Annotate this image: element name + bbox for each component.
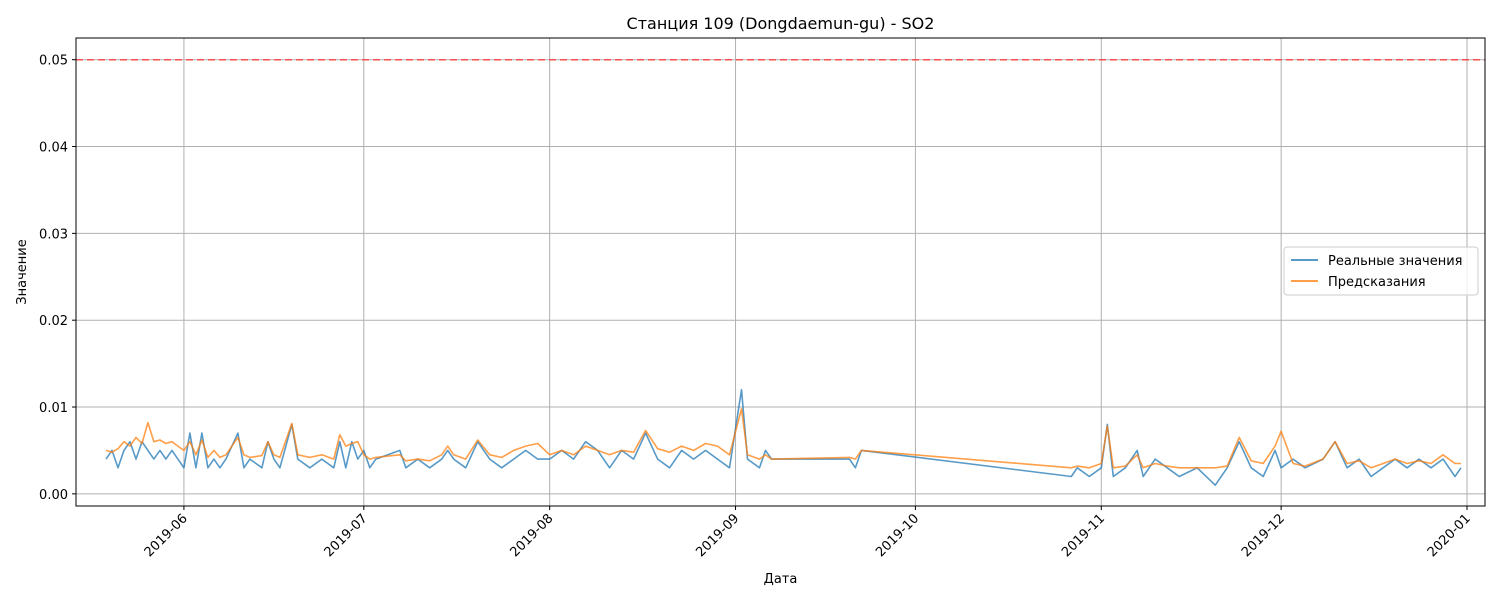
y-tick-label: 0.01 <box>39 401 68 416</box>
y-axis-ticks: 0.00 0.01 0.02 0.03 0.04 0.05 <box>39 54 76 503</box>
y-tick-label: 0.03 <box>39 227 68 242</box>
y-axis-title: Значение <box>15 239 30 304</box>
legend-label-real: Реальные значения <box>1328 254 1463 269</box>
x-axis-title: Дата <box>764 572 798 587</box>
chart-title: Станция 109 (Dongdaemun-gu) - SO2 <box>627 14 935 33</box>
y-tick-label: 0.02 <box>39 314 68 329</box>
y-tick-label: 0.05 <box>39 54 68 69</box>
y-tick-label: 0.00 <box>39 488 68 503</box>
series-group <box>105 388 1462 487</box>
series-line-prediction <box>105 407 1461 469</box>
plot-area-frame <box>75 37 1486 507</box>
legend: Реальные значения Предсказания <box>1283 246 1479 296</box>
legend-label-prediction: Предсказания <box>1328 275 1426 290</box>
series-line-real <box>105 388 1462 487</box>
y-tick-label: 0.04 <box>39 141 68 156</box>
legend-box <box>1283 246 1479 296</box>
